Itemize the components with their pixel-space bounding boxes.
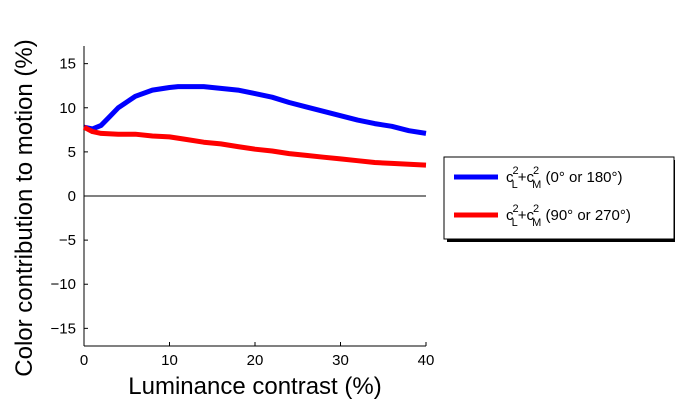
y-tick-label: 5: [68, 144, 76, 161]
y-tick-label: −15: [51, 320, 76, 337]
y-tick-label: 10: [59, 100, 76, 117]
series-layer: [82, 84, 427, 168]
x-tick-label: 20: [247, 352, 264, 369]
y-tick-label: −10: [51, 276, 76, 293]
axes: −15 −10 −5 0 5 10 15 0 10 20 30 40: [51, 46, 435, 369]
legend: c2 L+c2 M (0° or 180°) c2 L+c2 M (90° or 270°…: [443, 156, 675, 242]
legend-box: [443, 156, 675, 240]
x-tick-label: 10: [161, 352, 178, 369]
legend-label-1: c2 L+c2 M (0° or 180°): [506, 165, 623, 191]
y-tick-label: 0: [68, 188, 76, 205]
x-tick-label: 30: [332, 352, 349, 369]
x-tick-label: 0: [80, 352, 88, 369]
axis-labels: Luminance contrast (%) Color contributio…: [11, 39, 382, 400]
series-line-1: [83, 84, 427, 136]
y-axis-label: Color contribution to motion (%): [11, 39, 38, 376]
y-tick-label: −5: [59, 232, 76, 249]
x-tick-label: 40: [418, 352, 435, 369]
legend-label-2: c2 L+c2 M (90° or 270°): [506, 203, 631, 229]
series-line-2: [82, 124, 427, 168]
x-axis-label: Luminance contrast (%): [128, 373, 381, 400]
y-tick-label: 15: [59, 56, 76, 73]
